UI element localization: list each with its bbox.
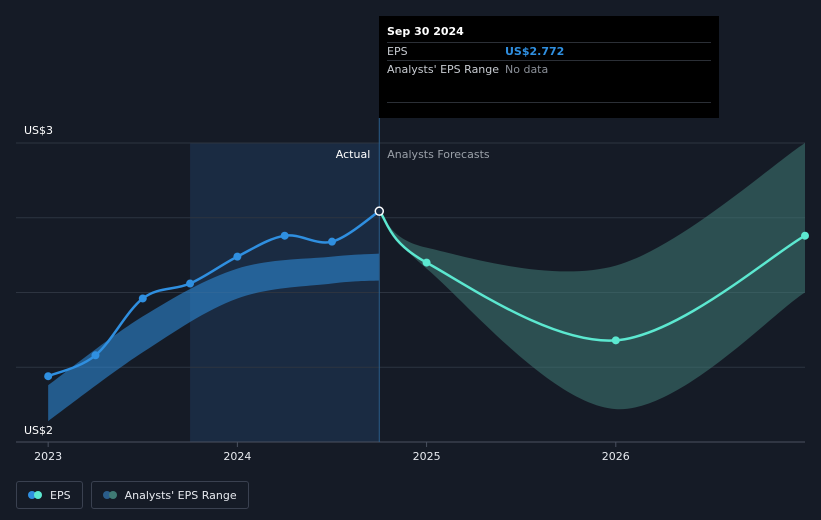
tooltip: Sep 30 2024 EPS US$2.772 Analysts' EPS R…: [379, 16, 719, 118]
y-axis-max-label: US$3: [24, 124, 53, 137]
actual-region-label: Actual: [336, 148, 370, 161]
eps-lines: [47, 210, 806, 378]
tooltip-divider: [387, 78, 711, 103]
tooltip-range-value: No data: [505, 63, 549, 76]
eps-range-bands: [48, 143, 805, 422]
eps-swatch-icon: [28, 491, 42, 499]
tooltip-row-eps: EPS US$2.772: [387, 42, 711, 60]
eps-point: [138, 294, 147, 303]
eps-point: [801, 231, 809, 240]
legend-item-range[interactable]: Analysts' EPS Range: [90, 481, 249, 509]
eps-range-band-forecast: [379, 143, 805, 410]
x-tick-label: 2026: [602, 450, 630, 463]
eps-point: [186, 279, 195, 288]
eps-point: [44, 372, 53, 381]
tooltip-date: Sep 30 2024: [387, 25, 464, 38]
eps-points: [44, 206, 809, 381]
eps-point-highlight: [374, 206, 385, 216]
legend-item-eps[interactable]: EPS: [16, 481, 83, 509]
eps-point: [91, 351, 100, 360]
y-axis-min-label: US$2: [24, 424, 53, 437]
range-swatch-icon: [102, 491, 117, 499]
eps-point: [611, 336, 620, 345]
eps-range-band-actual: [48, 253, 380, 422]
eps-point: [280, 231, 289, 240]
eps-line-forecast: [378, 210, 806, 342]
eps-point: [233, 252, 242, 261]
legend-eps-label: EPS: [50, 488, 71, 502]
x-tick-label: 2023: [34, 450, 62, 463]
legend-range-label: Analysts' EPS Range: [124, 488, 237, 502]
tooltip-eps-value: US$2.772: [505, 45, 565, 58]
tooltip-row-range: Analysts' EPS Range No data: [387, 60, 711, 78]
eps-point: [327, 237, 336, 246]
eps-line-actual: [47, 210, 380, 378]
x-tick-label: 2024: [223, 450, 251, 463]
tooltip-eps-label: EPS: [387, 45, 408, 58]
x-axis: 2023 2024 2025 2026: [34, 442, 630, 463]
legend: EPS Analysts' EPS Range: [16, 481, 249, 509]
forecast-region-label: Analysts Forecasts: [387, 148, 490, 161]
x-tick-label: 2025: [413, 450, 441, 463]
eps-point: [422, 258, 431, 267]
tooltip-range-label: Analysts' EPS Range: [387, 63, 500, 76]
